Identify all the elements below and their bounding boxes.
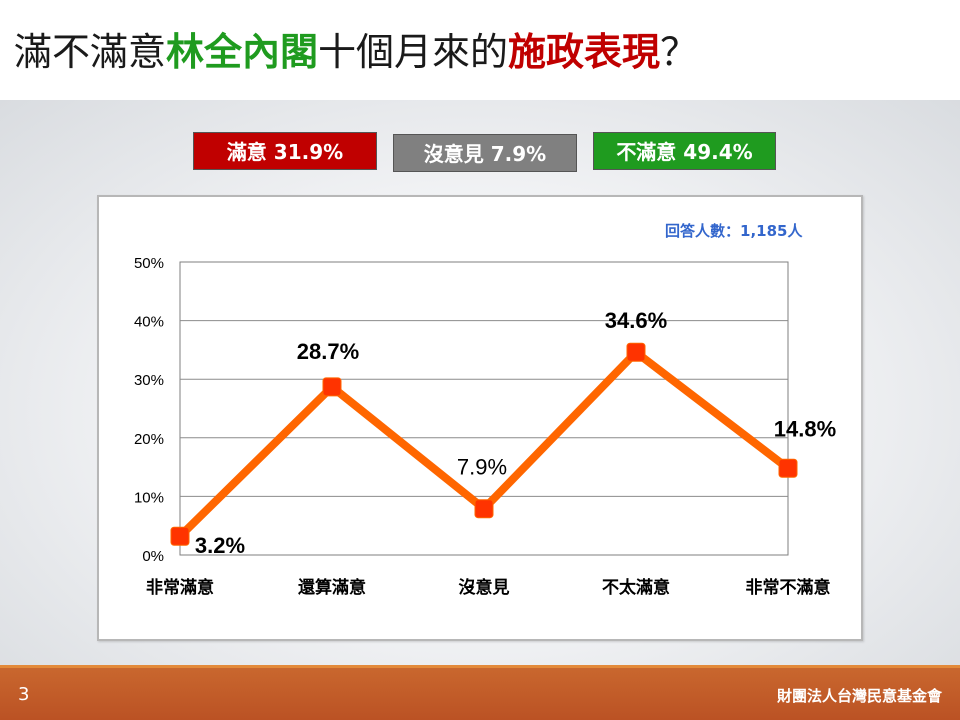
page-title: 滿不滿意林全內閣十個月來的施政表現？ bbox=[14, 22, 698, 82]
x-tick-label: 非常滿意 bbox=[146, 577, 214, 598]
legend-satisfied: 滿意 31.9% bbox=[193, 132, 377, 170]
y-tick-label: 40% bbox=[134, 314, 164, 331]
y-tick-label: 0% bbox=[142, 548, 164, 565]
y-tick-label: 50% bbox=[134, 255, 164, 272]
data-label: 28.7% bbox=[297, 339, 359, 364]
data-label: 14.8% bbox=[774, 416, 836, 441]
chart-frame bbox=[97, 195, 863, 641]
y-tick-label: 30% bbox=[134, 372, 164, 389]
respondents-count: 回答人數：1,185人 bbox=[665, 222, 803, 240]
title-part-3: 十個月來的 bbox=[318, 30, 509, 74]
footer-bar: 3 財團法人台灣民意基金會 bbox=[0, 665, 960, 720]
legend-dissatisfied: 不滿意 49.4% bbox=[593, 132, 776, 170]
page-number: 3 bbox=[18, 684, 30, 705]
data-point bbox=[170, 526, 190, 546]
data-point bbox=[474, 499, 494, 519]
organization-name: 財團法人台灣民意基金會 bbox=[776, 687, 942, 705]
data-label: 34.6% bbox=[605, 308, 667, 333]
x-tick-label: 非常不滿意 bbox=[746, 577, 831, 598]
data-point bbox=[778, 458, 798, 478]
title-part-5: ？ bbox=[660, 30, 699, 74]
data-label: 7.9% bbox=[457, 455, 507, 480]
y-tick-label: 10% bbox=[134, 489, 164, 506]
title-part-2: 林全內閣 bbox=[166, 30, 319, 74]
legend-no-opinion: 沒意見 7.9% bbox=[393, 134, 577, 172]
title-part-4: 施政表現 bbox=[508, 30, 661, 74]
x-tick-label: 沒意見 bbox=[459, 577, 510, 598]
x-tick-label: 還算滿意 bbox=[298, 577, 366, 598]
x-tick-label: 不太滿意 bbox=[602, 577, 670, 598]
title-part-1: 滿不滿意 bbox=[14, 30, 167, 74]
data-label: 3.2% bbox=[195, 533, 245, 558]
y-tick-label: 20% bbox=[134, 431, 164, 448]
plot-area bbox=[179, 261, 789, 556]
data-point bbox=[322, 377, 342, 397]
data-point bbox=[626, 342, 646, 362]
